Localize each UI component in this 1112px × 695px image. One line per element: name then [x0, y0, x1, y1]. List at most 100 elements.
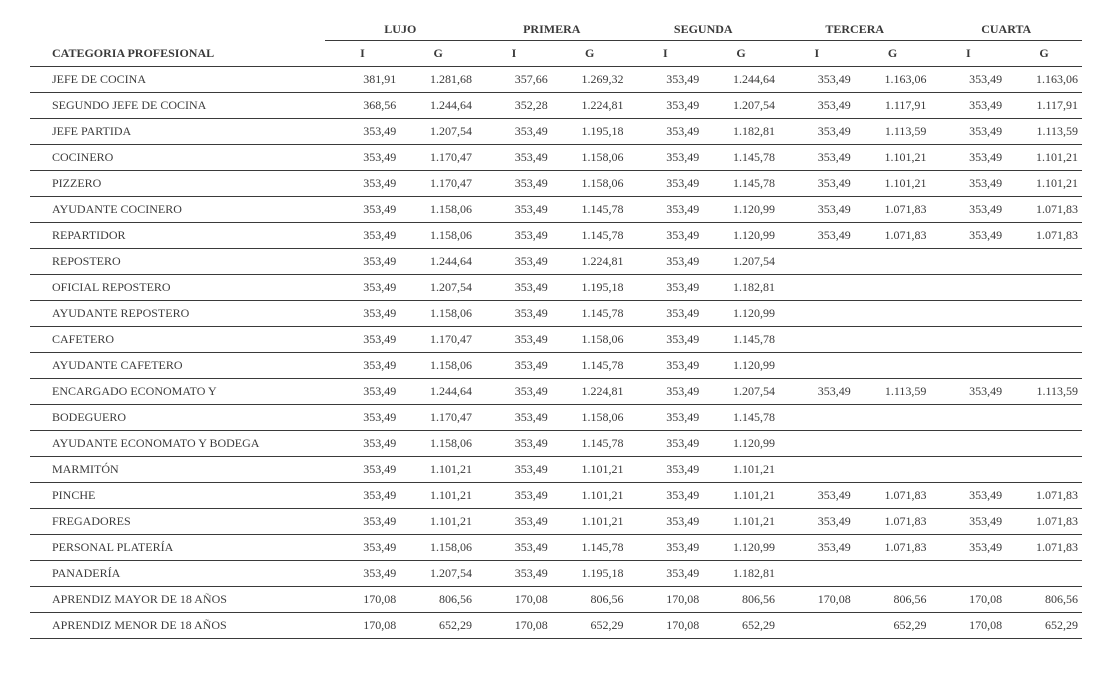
cell-value: 1.071,83 [1006, 509, 1082, 535]
table-row: MARMITÓN353,491.101,21353,491.101,21353,… [30, 457, 1082, 483]
cell-value: 1.170,47 [400, 145, 476, 171]
cell-value: 1.244,64 [703, 67, 779, 93]
cell-value: 353,49 [325, 197, 401, 223]
cell-value: 1.207,54 [400, 275, 476, 301]
cell-value: 1.269,32 [552, 67, 628, 93]
cell-value: 353,49 [628, 67, 704, 93]
row-category: JEFE DE COCINA [30, 67, 325, 93]
cell-value: 353,49 [930, 509, 1006, 535]
cell-value: 1.244,64 [400, 379, 476, 405]
cell-value: 1.101,21 [552, 457, 628, 483]
table-row: REPOSTERO353,491.244,64353,491.224,81353… [30, 249, 1082, 275]
cell-value: 353,49 [476, 197, 552, 223]
cell-value: 353,49 [628, 249, 704, 275]
sub-segunda-g: G [703, 41, 779, 67]
cell-value: 1.071,83 [1006, 223, 1082, 249]
table-row: REPARTIDOR353,491.158,06353,491.145,7835… [30, 223, 1082, 249]
row-category: REPARTIDOR [30, 223, 325, 249]
row-category: CAFETERO [30, 327, 325, 353]
cell-value: 1.113,59 [1006, 379, 1082, 405]
cell-value: 1.101,21 [1006, 171, 1082, 197]
cell-value: 353,49 [476, 301, 552, 327]
row-category: APRENDIZ MENOR DE 18 AÑOS [30, 613, 325, 639]
cell-value: 170,08 [628, 587, 704, 613]
row-category: AYUDANTE COCINERO [30, 197, 325, 223]
group-primera: PRIMERA [476, 20, 627, 41]
cell-value: 1.145,78 [703, 327, 779, 353]
cell-value: 353,49 [628, 301, 704, 327]
cell-value [779, 457, 855, 483]
salary-table: LUJO PRIMERA SEGUNDA TERCERA CUARTA CATE… [30, 20, 1082, 639]
row-category: ENCARGADO ECONOMATO Y [30, 379, 325, 405]
cell-value: 1.117,91 [855, 93, 931, 119]
group-segunda: SEGUNDA [628, 20, 779, 41]
table-row: JEFE DE COCINA381,911.281,68357,661.269,… [30, 67, 1082, 93]
cell-value [779, 327, 855, 353]
cell-value: 1.101,21 [400, 457, 476, 483]
cell-value: 1.113,59 [855, 379, 931, 405]
table-body: JEFE DE COCINA381,911.281,68357,661.269,… [30, 67, 1082, 639]
sub-tercera-g: G [855, 41, 931, 67]
cell-value: 352,28 [476, 93, 552, 119]
cell-value: 1.170,47 [400, 405, 476, 431]
cell-value [930, 561, 1006, 587]
cell-value: 806,56 [400, 587, 476, 613]
cell-value [779, 613, 855, 639]
cell-value [855, 275, 931, 301]
cell-value: 1.071,83 [1006, 483, 1082, 509]
cell-value: 353,49 [476, 275, 552, 301]
cell-value [779, 249, 855, 275]
cell-value: 353,49 [476, 249, 552, 275]
sub-tercera-i: I [779, 41, 855, 67]
cell-value: 1.158,06 [552, 145, 628, 171]
table-row: OFICIAL REPOSTERO353,491.207,54353,491.1… [30, 275, 1082, 301]
cell-value: 353,49 [476, 431, 552, 457]
cell-value [855, 249, 931, 275]
row-category: COCINERO [30, 145, 325, 171]
cell-value: 1.101,21 [703, 457, 779, 483]
table-row: PINCHE353,491.101,21353,491.101,21353,49… [30, 483, 1082, 509]
cell-value: 1.182,81 [703, 561, 779, 587]
row-category: FREGADORES [30, 509, 325, 535]
cell-value: 353,49 [325, 405, 401, 431]
cell-value [855, 457, 931, 483]
cell-value: 170,08 [476, 587, 552, 613]
cell-value: 353,49 [628, 431, 704, 457]
cell-value: 1.224,81 [552, 93, 628, 119]
cell-value: 1.101,21 [400, 483, 476, 509]
cell-value: 1.120,99 [703, 223, 779, 249]
sub-lujo-i: I [325, 41, 401, 67]
cell-value: 353,49 [930, 483, 1006, 509]
cell-value: 353,49 [628, 509, 704, 535]
group-lujo: LUJO [325, 20, 476, 41]
cell-value: 1.158,06 [400, 197, 476, 223]
cell-value: 1.207,54 [400, 119, 476, 145]
cell-value: 652,29 [1006, 613, 1082, 639]
cell-value: 353,49 [476, 405, 552, 431]
cell-value [779, 405, 855, 431]
cell-value [930, 301, 1006, 327]
cell-value [1006, 431, 1082, 457]
cell-value: 353,49 [779, 197, 855, 223]
cell-value: 806,56 [703, 587, 779, 613]
cell-value: 1.101,21 [703, 483, 779, 509]
cell-value: 1.158,06 [400, 535, 476, 561]
sub-cuarta-g: G [1006, 41, 1082, 67]
table-row: APRENDIZ MENOR DE 18 AÑOS170,08652,29170… [30, 613, 1082, 639]
cell-value [1006, 327, 1082, 353]
cell-value [855, 327, 931, 353]
cell-value: 1.120,99 [703, 431, 779, 457]
cell-value: 353,49 [325, 119, 401, 145]
header-category: CATEGORIA PROFESIONAL [30, 41, 325, 67]
cell-value [1006, 275, 1082, 301]
cell-value: 353,49 [779, 223, 855, 249]
cell-value: 1.195,18 [552, 561, 628, 587]
row-category: PANADERÍA [30, 561, 325, 587]
cell-value: 1.158,06 [400, 301, 476, 327]
cell-value: 353,49 [325, 223, 401, 249]
cell-value [855, 405, 931, 431]
cell-value: 353,49 [628, 197, 704, 223]
cell-value: 170,08 [930, 613, 1006, 639]
cell-value: 1.145,78 [703, 171, 779, 197]
cell-value: 1.195,18 [552, 119, 628, 145]
